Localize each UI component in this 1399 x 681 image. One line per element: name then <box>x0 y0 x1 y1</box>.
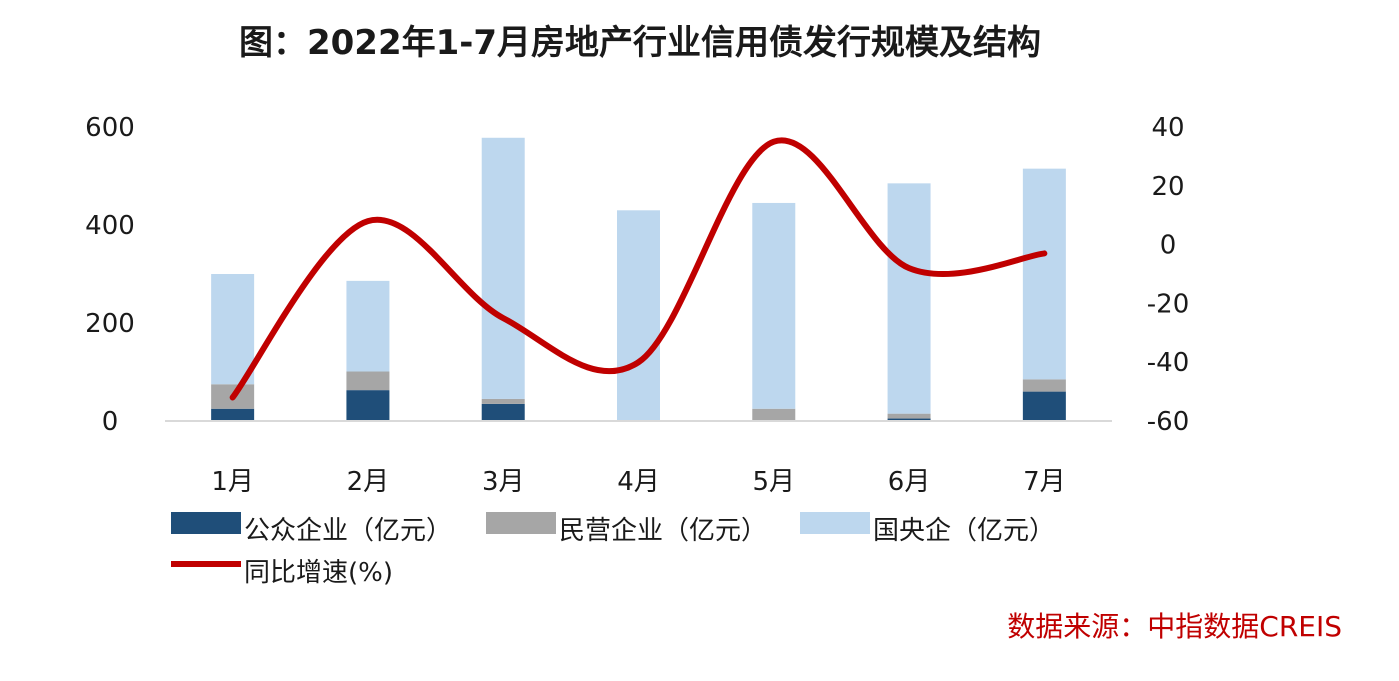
legend-swatch <box>171 512 241 534</box>
category-label: 7月 <box>1023 467 1066 497</box>
bar-segment <box>481 137 525 399</box>
category-label: 3月 <box>482 467 525 497</box>
right-tick-label: -20 <box>1147 289 1189 319</box>
right-tick-label: 0 <box>1160 231 1177 261</box>
left-tick-label: 0 <box>102 407 119 437</box>
left-axis: 0 200 400 600 <box>85 113 135 437</box>
right-axis: -60 -40 -20 0 20 40 <box>1147 113 1189 437</box>
bar-segment <box>211 274 255 385</box>
category-label: 6月 <box>888 467 931 497</box>
bar-segment <box>752 202 796 409</box>
growth-rate-line <box>229 137 1048 401</box>
legend-swatch <box>486 512 556 534</box>
right-tick-label: -40 <box>1147 348 1189 378</box>
left-tick-label: 200 <box>85 309 135 339</box>
category-label: 1月 <box>211 467 254 497</box>
legend-label: 公众企业（亿元） <box>244 516 452 546</box>
bar-series <box>211 137 1066 421</box>
bar-segment <box>617 210 660 421</box>
bar-segment <box>887 418 931 421</box>
bar-segment <box>481 403 525 421</box>
right-tick-label: 20 <box>1151 172 1184 202</box>
bar-segment <box>1022 168 1066 380</box>
left-tick-label: 400 <box>85 211 135 241</box>
category-label: 5月 <box>753 467 796 497</box>
bar-segment <box>346 390 390 421</box>
bar-segment <box>752 408 796 421</box>
left-tick-label: 600 <box>85 113 135 143</box>
bar-segment <box>346 371 390 391</box>
chart-title: 图：2022年1-7月房地产行业信用债发行规模及结构 <box>239 23 1041 63</box>
legend-label: 同比增速(%) <box>244 558 393 588</box>
category-label: 2月 <box>347 467 390 497</box>
legend: 公众企业（亿元） 民营企业（亿元） 国央企（亿元） 同比增速(%) <box>171 512 1055 588</box>
source-note: 数据来源：中指数据CREIS <box>1007 610 1342 643</box>
category-labels: 1月 2月 3月 4月 5月 6月 7月 <box>211 467 1065 497</box>
right-tick-label: 40 <box>1151 113 1184 143</box>
legend-swatch <box>800 512 870 534</box>
bar-segment <box>346 280 390 372</box>
category-label: 4月 <box>617 467 660 497</box>
bar-segment <box>481 398 525 404</box>
bar-segment <box>211 408 255 421</box>
legend-label: 民营企业（亿元） <box>559 516 767 546</box>
bar-segment <box>1022 391 1066 421</box>
right-tick-label: -60 <box>1147 407 1189 437</box>
bar-segment <box>887 183 931 414</box>
bar-segment <box>1022 379 1066 392</box>
legend-label: 国央企（亿元） <box>873 516 1055 546</box>
bar-segment <box>887 413 931 419</box>
